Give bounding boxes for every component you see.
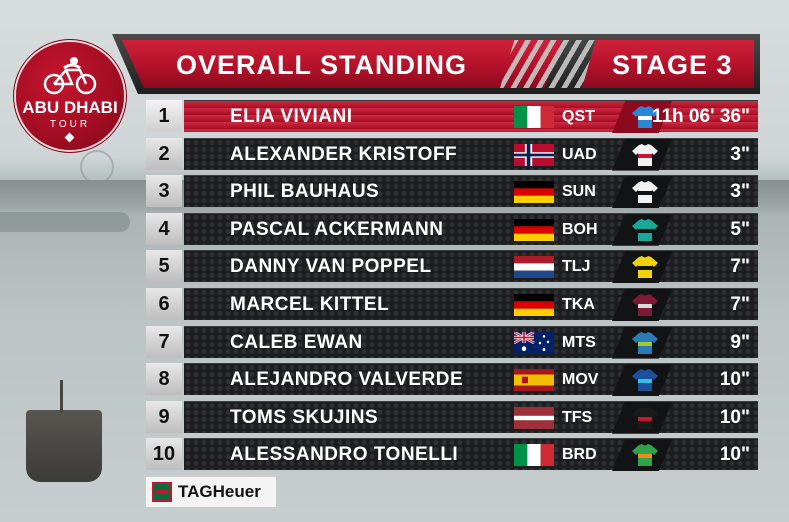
page-title: OVERALL STANDING <box>176 50 468 80</box>
table-row: 6 MARCEL KITTEL TKA 7" <box>146 287 758 321</box>
italy-flag-icon <box>514 444 554 467</box>
team-jersey-icon <box>632 255 658 279</box>
team-jersey-icon <box>632 105 658 129</box>
team-jersey-icon <box>632 218 658 242</box>
standings-table: 1 ELIA VIVIANI QST 11h 06' 36" 2 ALEXANDER KR… <box>146 100 758 476</box>
rider-time: 3" <box>730 143 750 165</box>
position-number: 8 <box>146 363 182 396</box>
cyclist-icon <box>43 57 97 95</box>
team-jersey-icon <box>632 331 658 355</box>
table-row: 3 PHIL BAUHAUS SUN 3" <box>146 175 758 209</box>
norway-flag-icon <box>514 143 554 166</box>
rider-name: ELIA VIVIANI <box>230 106 353 127</box>
rider-time: 10" <box>719 444 750 466</box>
rider-time: 7" <box>730 256 750 278</box>
land-spit <box>0 212 130 232</box>
rider-time: 10" <box>719 369 750 391</box>
row-bar: TOMS SKUJINS TFS 10" <box>184 400 758 434</box>
row-bar: PHIL BAUHAUS SUN 3" <box>184 175 758 209</box>
row-bar: MARCEL KITTEL TKA 7" <box>184 287 758 321</box>
table-row: 9 TOMS SKUJINS TFS 10" <box>146 400 758 434</box>
germany-flag-icon <box>514 293 554 316</box>
germany-flag-icon <box>514 218 554 241</box>
header-stage-panel <box>582 40 754 88</box>
abu-dhabi-tour-logo: ABU DHABI TOUR <box>16 42 124 150</box>
table-row: 2 ALEXANDER KRISTOFF UAD 3" <box>146 137 758 171</box>
team-jersey-icon <box>632 143 658 167</box>
row-bar: ALEXANDER KRISTOFF UAD 3" <box>184 137 758 171</box>
team-jersey-icon <box>632 368 658 392</box>
team-code: QST <box>562 108 595 125</box>
ferris-wheel <box>80 150 114 184</box>
team-code: TLJ <box>562 258 591 276</box>
rider-time: 11h 06' 36" <box>651 106 750 127</box>
rider-name: DANNY VAN POPPEL <box>230 256 432 278</box>
sponsor-name: TAGHeuer <box>178 482 261 501</box>
logo-line1: ABU DHABI <box>22 98 118 117</box>
stage-label: STAGE 3 <box>612 50 733 80</box>
team-code: UAD <box>562 145 597 163</box>
standings-header: OVERALL STANDING STAGE 3 <box>112 34 760 94</box>
table-row: 1 ELIA VIVIANI QST 11h 06' 36" <box>146 100 758 133</box>
position-number: 2 <box>146 137 182 170</box>
position-number: 5 <box>146 250 182 283</box>
table-row: 7 CALEB EWAN MTS 9" <box>146 325 758 359</box>
position-number: 9 <box>146 400 182 433</box>
row-bar: ALEJANDRO VALVERDE MOV 10" <box>184 363 758 397</box>
rider-name: TOMS SKUJINS <box>230 406 379 428</box>
boat <box>26 380 102 482</box>
position-number: 4 <box>146 212 182 245</box>
position-number: 7 <box>146 325 182 358</box>
logo-line2: TOUR <box>49 119 91 130</box>
rider-name: ALESSANDRO TONELLI <box>230 444 459 466</box>
team-code: MTS <box>562 333 596 351</box>
team-code: MOV <box>562 371 599 389</box>
rider-name: ALEJANDRO VALVERDE <box>230 369 464 391</box>
table-row: 4 PASCAL ACKERMANN BOH 5" <box>146 212 758 246</box>
position-number: 3 <box>146 175 182 208</box>
australia-flag-icon <box>514 331 554 354</box>
row-bar: DANNY VAN POPPEL TLJ 7" <box>184 250 758 284</box>
netherlands-flag-icon <box>514 256 554 279</box>
rider-name: PHIL BAUHAUS <box>230 181 380 203</box>
row-bar: ELIA VIVIANI QST 11h 06' 36" <box>184 100 758 133</box>
team-jersey-icon <box>632 406 658 430</box>
team-code: BRD <box>562 446 597 464</box>
header-title-panel <box>122 40 562 88</box>
team-jersey-icon <box>632 180 658 204</box>
table-row: 10 ALESSANDRO TONELLI BRD 10" <box>146 438 758 472</box>
rider-time: 5" <box>730 218 750 240</box>
sponsor-badge: TAGHeuer <box>146 476 276 507</box>
team-code: BOH <box>562 220 598 238</box>
row-bar: PASCAL ACKERMANN BOH 5" <box>184 212 758 246</box>
rider-time: 10" <box>719 406 750 428</box>
team-jersey-icon <box>632 293 658 317</box>
team-code: TFS <box>562 408 593 426</box>
row-bar: ALESSANDRO TONELLI BRD 10" <box>184 438 758 472</box>
table-row: 5 DANNY VAN POPPEL TLJ 7" <box>146 250 758 284</box>
table-row: 8 ALEJANDRO VALVERDE MOV 10" <box>146 363 758 397</box>
spain-flag-icon <box>514 369 554 392</box>
rider-time: 9" <box>730 331 750 353</box>
logo-diamond <box>64 132 75 143</box>
rider-name: MARCEL KITTEL <box>230 293 390 315</box>
latvia-flag-icon <box>514 406 554 429</box>
position-number: 1 <box>146 100 182 132</box>
rider-name: PASCAL ACKERMANN <box>230 218 444 240</box>
rider-name: ALEXANDER KRISTOFF <box>230 143 458 165</box>
tag-heuer-shield-icon <box>152 482 172 502</box>
italy-flag-icon <box>514 106 554 128</box>
row-bar: CALEB EWAN MTS 9" <box>184 325 758 359</box>
team-code: TKA <box>562 295 595 313</box>
team-code: SUN <box>562 183 596 201</box>
germany-flag-icon <box>514 181 554 204</box>
rider-name: CALEB EWAN <box>230 331 363 353</box>
position-number: 10 <box>146 438 182 471</box>
position-number: 6 <box>146 287 182 320</box>
team-jersey-icon <box>632 443 658 467</box>
rider-time: 3" <box>730 181 750 203</box>
rider-time: 7" <box>730 293 750 315</box>
